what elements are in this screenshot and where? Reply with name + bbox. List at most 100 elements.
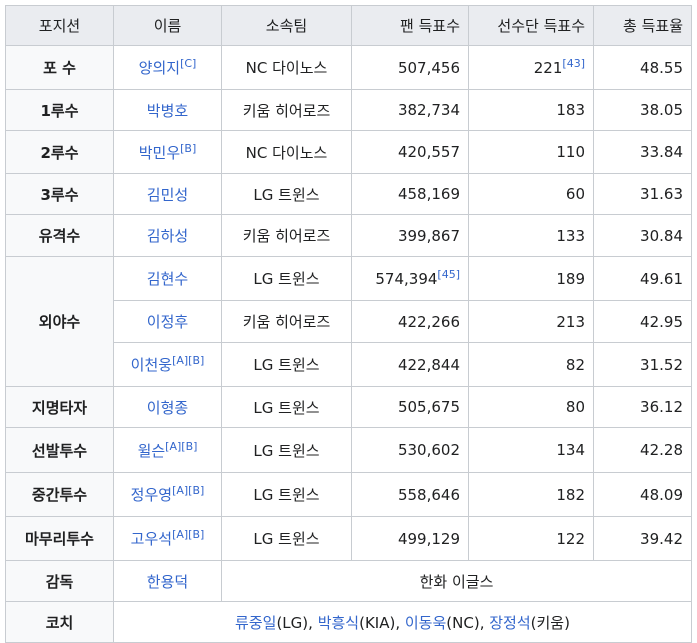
coach-team: (KIA) [359,613,396,632]
position-cell: 지명타자 [5,386,114,428]
footnote-ref[interactable]: [A][B] [165,439,198,453]
name-cell: 박병호 [113,89,222,131]
player-link[interactable]: 고우석 [130,530,173,548]
player-link[interactable]: 박민우 [138,143,181,162]
player-link[interactable]: 김하성 [146,227,189,245]
position-cell: 2루수 [5,130,114,174]
player-link[interactable]: 김현수 [146,270,189,288]
team-cell: LG 트윈스 [221,173,352,215]
header-name: 이름 [113,5,222,46]
fan-votes-cell: 382,734 [351,89,469,131]
table-row: 중간투수 정우영[A][B] LG 트윈스 558,646 182 48.09 [5,472,692,517]
coach-link[interactable]: 장정석 [489,613,531,632]
team-cell: LG 트윈스 [221,516,352,561]
total-rate-cell: 31.52 [593,342,692,387]
total-rate-cell: 42.28 [593,427,692,473]
team-cell: LG 트윈스 [221,342,352,387]
name-cell: 정우영[A][B] [113,472,222,517]
footnote-ref[interactable]: [43] [562,56,585,70]
position-cell: 1루수 [5,89,114,131]
player-link[interactable]: 양의지 [138,59,181,77]
coach-link[interactable]: 류중일 [235,613,277,632]
player-votes-cell: 82 [468,342,594,387]
table-row: 마무리투수 고우석[A][B] LG 트윈스 499,129 122 39.42 [5,516,692,561]
table-row: 포 수 양의지[C] NC 다이노스 507,456 221[43] 48.55 [5,45,692,90]
total-rate-cell: 48.09 [593,472,692,517]
team-cell: 키움 히어로즈 [221,300,352,343]
total-rate-cell: 30.84 [593,214,692,257]
total-rate-cell: 48.55 [593,45,692,90]
player-votes-cell: 110 [468,130,594,174]
player-link[interactable]: 박병호 [146,101,189,120]
player-link[interactable]: 이형종 [146,398,189,417]
header-player-votes: 선수단 득표수 [468,5,594,46]
team-cell: LG 트윈스 [221,256,352,301]
header-total-rate: 총 득표율 [593,5,692,46]
name-cell: 이정후 [113,300,222,343]
coach-link[interactable]: 이동욱 [404,613,447,632]
coach-team: (LG) [276,613,309,632]
table-row: 이정후 키움 히어로즈 422,266 213 42.95 [6,300,692,343]
total-rate-cell: 36.12 [593,386,692,428]
coach-row: 코치 류중일(LG), 박흥식(KIA), 이동욱(NC), 장정석(키움) [5,601,692,643]
header-row: 포지션 이름 소속팀 팬 득표수 선수단 득표수 총 득표율 [5,5,692,46]
total-rate-cell: 38.05 [593,89,692,131]
position-cell: 포 수 [5,45,114,90]
fan-votes-cell: 558,646 [351,472,469,517]
manager-label: 감독 [5,560,114,602]
total-rate-cell: 49.61 [593,256,692,301]
total-rate-cell: 33.84 [593,130,692,174]
position-cell: 중간투수 [5,472,114,517]
table-row: 선발투수 윌슨[A][B] LG 트윈스 530,602 134 42.28 [5,427,692,473]
coach-team: (키움) [530,613,570,632]
footnote-ref[interactable]: [C] [180,57,197,70]
player-votes-cell: 189 [468,256,594,301]
table-row: 이천웅[A][B] LG 트윈스 422,844 82 31.52 [6,342,692,387]
footnote-ref[interactable]: [B] [180,141,197,155]
fan-votes-cell: 399,867 [351,214,469,257]
manager-link[interactable]: 한용덕 [146,572,189,591]
position-cell: 선발투수 [5,427,114,473]
name-cell: 김현수 [113,256,222,301]
player-votes-cell: 133 [468,214,594,257]
position-cell: 3루수 [5,173,114,215]
footnote-ref[interactable]: [A][B] [172,528,205,541]
footnote-ref[interactable]: [A][B] [172,354,205,367]
manager-name-cell: 한용덕 [113,560,222,602]
coach-list-cell: 류중일(LG), 박흥식(KIA), 이동욱(NC), 장정석(키움) [113,601,692,643]
table-row: 2루수 박민우[B] NC 다이노스 420,557 110 33.84 [5,130,692,174]
name-cell: 박민우[B] [113,130,222,174]
fan-votes-cell: 530,602 [351,427,469,473]
coach-link[interactable]: 박흥식 [317,613,360,632]
all-star-vote-table: 포지션 이름 소속팀 팬 득표수 선수단 득표수 총 득표율 포 수 양의지[C… [5,5,692,643]
player-link[interactable]: 김민성 [146,185,189,204]
player-link[interactable]: 정우영 [130,486,173,504]
team-cell: LG 트윈스 [221,427,352,473]
header-team: 소속팀 [221,5,352,46]
coach-label: 코치 [5,601,114,643]
name-cell: 윌슨[A][B] [113,427,222,473]
footnote-ref[interactable]: [45] [437,267,460,281]
position-cell: 유격수 [5,214,114,257]
separator: , [479,613,490,632]
footnote-ref[interactable]: [A][B] [172,484,205,497]
table-row: 유격수 김하성 키움 히어로즈 399,867 133 30.84 [5,214,692,257]
header-position: 포지션 [5,5,114,46]
manager-team-cell: 한화 이글스 [221,560,692,602]
total-rate-cell: 31.63 [593,173,692,215]
fan-votes-cell: 507,456 [351,45,469,90]
player-votes-cell: 80 [468,386,594,428]
total-rate-cell: 39.42 [593,516,692,561]
fan-votes-cell: 574,394[45] [351,256,469,301]
player-link[interactable]: 이정후 [146,313,189,331]
manager-row: 감독 한용덕 한화 이글스 [5,560,692,602]
fan-votes-cell: 422,266 [351,300,469,343]
team-cell: 키움 히어로즈 [221,214,352,257]
table-row: 지명타자 이형종 LG 트윈스 505,675 80 36.12 [5,386,692,428]
player-link[interactable]: 이천웅 [130,356,173,374]
table-row: 1루수 박병호 키움 히어로즈 382,734 183 38.05 [5,89,692,131]
name-cell: 이천웅[A][B] [113,342,222,387]
player-votes-cell: 134 [468,427,594,473]
player-link[interactable]: 윌슨 [137,441,166,460]
